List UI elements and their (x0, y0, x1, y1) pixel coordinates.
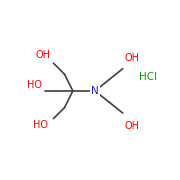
Text: HCl: HCl (139, 72, 158, 82)
Text: OH: OH (36, 50, 51, 60)
Text: OH: OH (124, 121, 139, 131)
Text: OH: OH (124, 53, 139, 63)
Text: N: N (91, 86, 99, 96)
Text: HO: HO (27, 80, 42, 90)
Text: HO: HO (33, 120, 48, 130)
